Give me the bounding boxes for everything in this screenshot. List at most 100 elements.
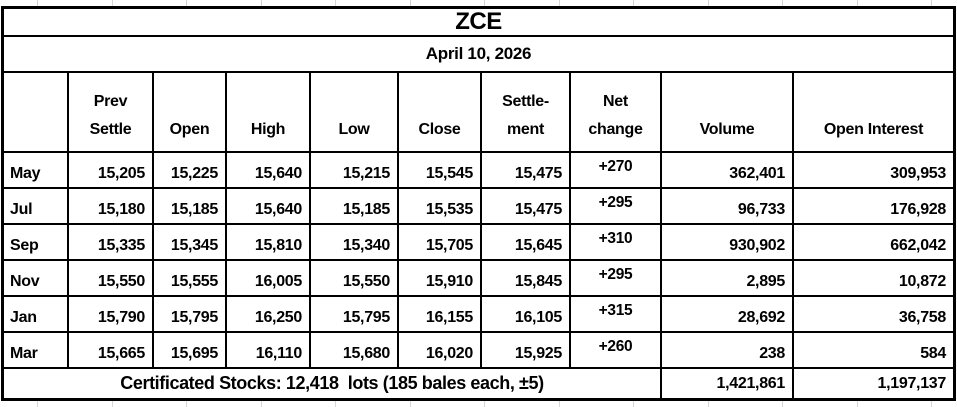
cell-close: 16,155 — [399, 297, 482, 331]
gridline — [857, 401, 858, 407]
cell-volume: 362,401 — [662, 153, 794, 187]
cell-prev-settle: 15,550 — [69, 261, 154, 295]
cell-open-interest: 662,042 — [890, 237, 946, 254]
column-header-row: Prev Settle Open High Low Close Settle- ment N… — [4, 73, 953, 153]
column-header-close: Close — [399, 73, 482, 151]
cell-prev-settle: 15,335 — [69, 225, 154, 259]
cell-net-change: +315 — [571, 297, 662, 331]
cell-high: 15,810 — [227, 225, 311, 259]
gridline — [186, 401, 187, 407]
column-header-net-change: Net change — [571, 73, 662, 151]
cell-open-interest: 10,872 — [898, 273, 946, 290]
open-interest-total: 1,197,137 — [877, 374, 947, 392]
table-row-nov: Nov 15,550 15,555 16,005 15,550 15,910 15,845 +… — [4, 261, 953, 297]
cell-open-interest: 309,953 — [890, 165, 946, 182]
cell-settlement: 15,475 — [482, 189, 571, 223]
table-date-row: April 10, 2026 — [4, 37, 953, 73]
cell-month: Mar — [4, 333, 69, 367]
cell-open: 15,795 — [154, 297, 227, 331]
cell-open-interest: 176,928 — [890, 201, 946, 218]
cell-high: 16,005 — [227, 261, 311, 295]
cell-net-change: +295 — [571, 261, 662, 295]
cell-open: 15,345 — [154, 225, 227, 259]
cell-close: 15,535 — [399, 189, 482, 223]
column-header-month — [4, 73, 69, 151]
cell-low: 15,550 — [311, 261, 399, 295]
table-row-sep: Sep 15,335 15,345 15,810 15,340 15,705 15,645 +… — [4, 225, 953, 261]
table-row-may: May 15,205 15,225 15,640 15,215 15,545 15,475 +… — [4, 153, 953, 189]
certificated-stocks-note: Certificated Stocks: 12,418 lots (185 ba… — [4, 369, 662, 398]
cell-close: 15,545 — [399, 153, 482, 187]
cell-settlement: 15,925 — [482, 333, 571, 367]
column-header-prev-settle: Prev Settle — [69, 73, 154, 151]
column-header-open-interest: Open Interest — [823, 121, 924, 138]
cell-open: 15,555 — [154, 261, 227, 295]
cell-high: 15,640 — [227, 153, 311, 187]
table-title-row: ZCE — [4, 8, 953, 37]
cell-low: 15,680 — [311, 333, 399, 367]
volume-total: 1,421,861 — [662, 369, 794, 398]
cell-settlement: 15,645 — [482, 225, 571, 259]
column-header-volume: Volume — [662, 73, 794, 151]
table-row-jul: Jul 15,180 15,185 15,640 15,185 15,535 15,475 +… — [4, 189, 953, 225]
cell-net-change: +260 — [571, 333, 662, 367]
table-row-mar: Mar 15,665 15,695 16,110 15,680 16,020 15,925 +… — [4, 333, 953, 369]
column-header-open: Open — [154, 73, 227, 151]
column-header-low: Low — [311, 73, 399, 151]
gridline — [261, 401, 262, 407]
futures-price-table: ZCE April 10, 2026 Prev Settle Open High Lo… — [1, 6, 956, 401]
cell-settlement: 15,845 — [482, 261, 571, 295]
gridline — [559, 401, 560, 407]
gridline — [410, 401, 411, 407]
cell-prev-settle: 15,205 — [69, 153, 154, 187]
cell-close: 15,705 — [399, 225, 482, 259]
cell-prev-settle: 15,665 — [69, 333, 154, 367]
gridline — [484, 401, 485, 407]
cell-low: 15,185 — [311, 189, 399, 223]
exchange-title: ZCE — [455, 8, 502, 35]
cell-net-change: +295 — [571, 189, 662, 223]
cell-net-change: +270 — [571, 153, 662, 187]
cell-open-interest: 36,758 — [898, 309, 946, 326]
table-row-jan: Jan 15,790 15,795 16,250 15,795 16,155 16,105 +… — [4, 297, 953, 333]
cell-month: Sep — [4, 225, 69, 259]
column-header-settlement: Settle- ment — [482, 73, 571, 151]
cell-settlement: 15,475 — [482, 153, 571, 187]
cell-low: 15,340 — [311, 225, 399, 259]
cell-prev-settle: 15,180 — [69, 189, 154, 223]
cell-high: 15,640 — [227, 189, 311, 223]
gridline — [633, 401, 634, 407]
cell-net-change: +310 — [571, 225, 662, 259]
cell-low: 15,795 — [311, 297, 399, 331]
cell-close: 16,020 — [399, 333, 482, 367]
gridline — [112, 401, 113, 407]
cell-high: 16,250 — [227, 297, 311, 331]
cell-month: Jan — [4, 297, 69, 331]
cell-month: Jul — [4, 189, 69, 223]
gridline — [37, 401, 38, 407]
cell-volume: 2,895 — [662, 261, 794, 295]
cell-settlement: 16,105 — [482, 297, 571, 331]
cell-close: 15,910 — [399, 261, 482, 295]
cell-open: 15,695 — [154, 333, 227, 367]
cell-volume: 96,733 — [662, 189, 794, 223]
cell-volume: 28,692 — [662, 297, 794, 331]
spreadsheet-gridlines-bottom — [0, 401, 957, 407]
cell-volume: 930,902 — [662, 225, 794, 259]
cell-open: 15,225 — [154, 153, 227, 187]
table-footer-row: Certificated Stocks: 12,418 lots (185 ba… — [4, 369, 953, 398]
cell-high: 16,110 — [227, 333, 311, 367]
gridline — [782, 401, 783, 407]
cell-prev-settle: 15,790 — [69, 297, 154, 331]
cell-low: 15,215 — [311, 153, 399, 187]
cell-open: 15,185 — [154, 189, 227, 223]
cell-volume: 238 — [662, 333, 794, 367]
trade-date: April 10, 2026 — [425, 44, 532, 63]
column-header-high: High — [227, 73, 311, 151]
gridline — [708, 401, 709, 407]
cell-month: Nov — [4, 261, 69, 295]
gridline — [335, 401, 336, 407]
gridline — [931, 401, 932, 407]
cell-month: May — [4, 153, 69, 187]
cell-open-interest: 584 — [920, 345, 946, 362]
